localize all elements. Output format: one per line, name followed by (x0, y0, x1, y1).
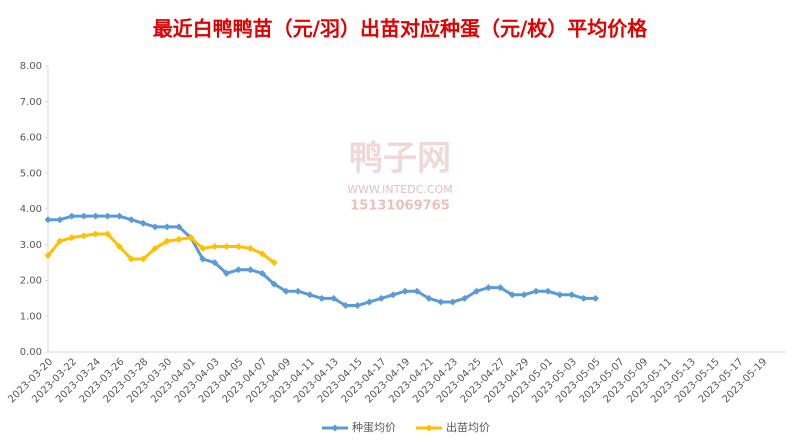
watermark: 15131069765 (350, 199, 450, 214)
point (353, 302, 361, 310)
watermark: 鸭子网 (349, 139, 451, 179)
point (484, 284, 492, 292)
legend-label: 出苗均价 (446, 420, 490, 434)
point (544, 287, 552, 295)
point (377, 294, 385, 302)
point (127, 216, 135, 224)
point (532, 287, 540, 295)
point (234, 243, 242, 251)
point (151, 244, 159, 252)
y-tick-label: 5.00 (20, 168, 42, 179)
point (520, 291, 528, 299)
legend-marker (331, 424, 339, 432)
chart-title: 最近白鸭鸭苗（元/羽）出苗对应种蛋（元/枚）平均价格 (153, 17, 649, 41)
series-line (46, 232, 276, 264)
point (294, 287, 302, 295)
legend-marker (425, 424, 433, 432)
y-tick-label: 0.00 (20, 347, 42, 358)
point (556, 291, 564, 299)
point (115, 243, 123, 251)
point (44, 251, 52, 259)
point (437, 298, 445, 306)
point (270, 280, 278, 288)
point (127, 255, 135, 263)
point (223, 243, 231, 251)
point (92, 212, 100, 220)
y-tick-label: 8.00 (20, 61, 42, 72)
point (187, 234, 195, 242)
y-tick-label: 7.00 (20, 97, 42, 108)
point (401, 287, 409, 295)
point (306, 291, 314, 299)
y-tick-label: 2.00 (20, 276, 42, 287)
point (246, 244, 254, 252)
point (389, 291, 397, 299)
y-tick-label: 4.00 (20, 204, 42, 215)
point (425, 294, 433, 302)
point (151, 223, 159, 231)
point (413, 287, 421, 295)
watermark: WWW.INTEDC.COM (347, 183, 452, 196)
point (592, 294, 600, 302)
point (496, 284, 504, 292)
point (211, 259, 219, 267)
point (44, 216, 52, 224)
point (175, 223, 183, 231)
point (223, 269, 231, 277)
point (56, 216, 64, 224)
point (68, 212, 76, 220)
point (449, 298, 457, 306)
point (104, 230, 112, 238)
point (115, 212, 123, 220)
point (580, 294, 588, 302)
point (330, 294, 338, 302)
y-tick-label: 6.00 (20, 133, 42, 144)
point (56, 237, 64, 245)
point (246, 266, 254, 274)
point (211, 243, 219, 251)
point (508, 291, 516, 299)
point (163, 237, 171, 245)
point (199, 255, 207, 263)
point (80, 232, 88, 240)
point (199, 244, 207, 252)
point (568, 291, 576, 299)
point (104, 212, 112, 220)
point (163, 223, 171, 231)
point (175, 235, 183, 243)
y-tick-label: 1.00 (20, 311, 42, 322)
point (139, 255, 147, 263)
point (342, 302, 350, 310)
y-tick-label: 3.00 (20, 240, 42, 251)
point (282, 287, 290, 295)
point (80, 212, 88, 220)
legend-label: 种蛋均价 (352, 420, 396, 434)
point (92, 230, 100, 238)
point (270, 259, 278, 267)
point (318, 294, 326, 302)
point (461, 294, 469, 302)
point (139, 219, 147, 227)
point (68, 234, 76, 242)
point (365, 298, 373, 306)
point (473, 287, 481, 295)
point (258, 269, 266, 277)
point (234, 266, 242, 274)
point (258, 250, 266, 258)
